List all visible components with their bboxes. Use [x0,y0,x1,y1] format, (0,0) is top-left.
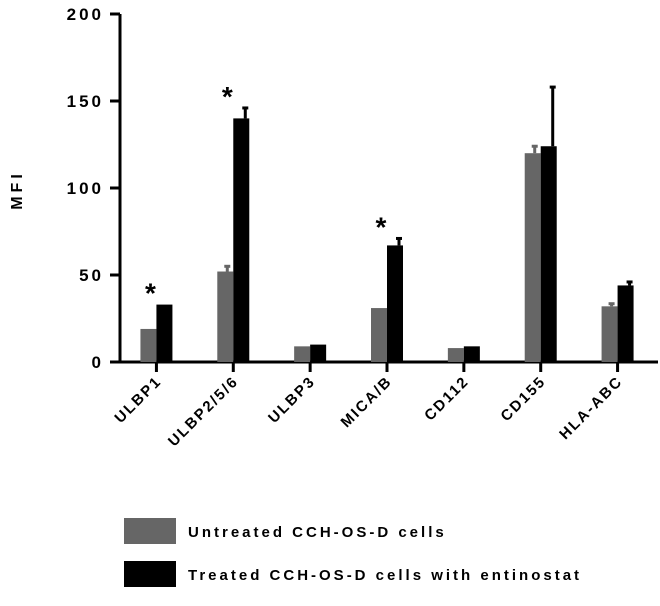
legend-swatch-untreated [124,518,176,544]
x-tick-label: ULBP1 [111,373,165,427]
bar-treated [310,344,327,362]
bar-untreated [294,346,311,362]
significance-star: * [222,81,233,112]
legend-label: Untreated CCH-OS-D cells [188,524,447,541]
bars [140,118,634,363]
bar-untreated [524,153,541,362]
legend-label: Treated CCH-OS-D cells with entinostat [188,567,582,584]
y-tick-label: 200 [67,5,104,24]
bar-untreated [601,306,618,362]
bar-treated [540,146,557,362]
bar-treated [387,245,403,362]
bar-treated [617,285,634,362]
legend-swatch-treated [124,561,176,587]
x-axis: ULBP1 ULBP2/5/6 ULBP3 MICA/B CD112 CD155 HLA-A… [111,360,658,450]
y-tick-label: 50 [79,266,104,285]
bar-treated [463,346,480,362]
y-tick-label: 150 [67,92,104,111]
x-tick-label: CD112 [421,373,473,425]
x-tick-label: MICA/B [338,373,396,431]
y-tick-label: 0 [92,353,104,372]
bar-treated [233,118,250,363]
error-bars [224,85,633,307]
bar-treated [156,304,173,362]
y-axis-label: MFI [9,170,26,210]
x-tick-label: CD155 [497,373,549,425]
significance-markers: * * * [145,81,387,309]
significance-star: * [376,211,387,242]
y-tick-label: 100 [67,179,104,198]
bar-untreated [140,328,157,362]
bar-untreated [217,271,234,362]
legend: Untreated CCH-OS-D cells Treated CCH-OS-D… [124,518,582,587]
x-tick-label: ULBP2/5/6 [165,373,242,450]
y-axis: 0 50 100 150 200 [67,5,122,372]
x-tick-label: HLA-ABC [556,373,626,443]
x-tick-label: ULBP3 [265,373,319,427]
significance-star: * [145,278,156,309]
bar-untreated [371,308,387,362]
bar-untreated [447,348,464,362]
